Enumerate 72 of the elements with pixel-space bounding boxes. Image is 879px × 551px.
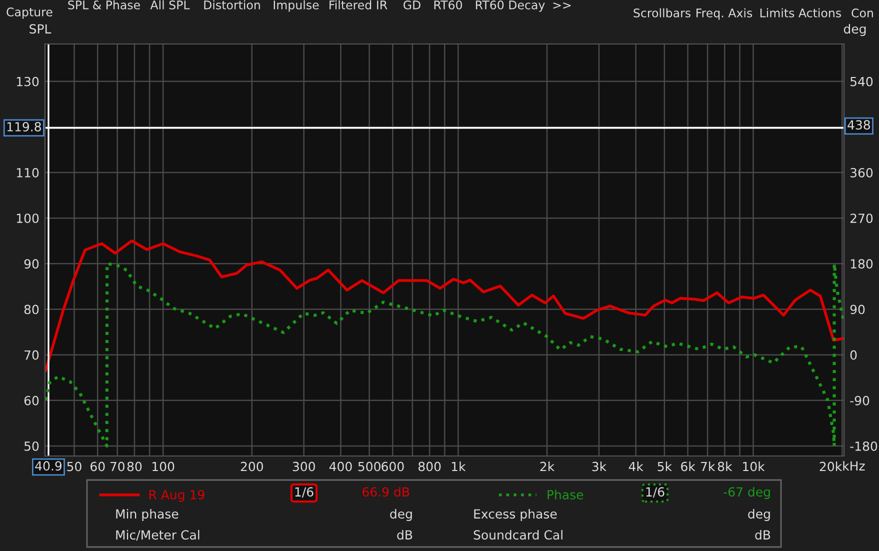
y-axis-title: SPL <box>30 24 52 34</box>
x-tick-label: 20k <box>820 462 842 472</box>
x-tick-label: 200 <box>240 462 264 472</box>
x-tick-label: 500 <box>358 462 380 472</box>
ref-line-label: 119.8 <box>7 122 41 132</box>
x-tick-label: 1k <box>452 462 466 472</box>
x-tick-label: 3k <box>592 462 607 472</box>
y-tick-label: 110 <box>16 168 39 178</box>
y-tick-label: 80 <box>24 304 39 314</box>
x-tick-label: 400 <box>329 462 352 472</box>
text: SPL & Phase <box>68 0 140 10</box>
x-tick-label: 4k <box>628 462 644 472</box>
text: deg <box>748 508 770 522</box>
text: -67 deg <box>724 486 770 500</box>
text: Con <box>852 8 873 18</box>
x-tick-label: 8k <box>718 462 732 472</box>
text: GD <box>404 0 420 10</box>
y-tick-label: 130 <box>16 76 39 86</box>
text: Filtered IR <box>330 0 388 10</box>
x-tick-label: 300 <box>292 462 315 472</box>
text: Capture <box>6 7 52 19</box>
text: 438 <box>848 120 870 130</box>
text: Excess phase <box>474 508 557 522</box>
text: All SPL <box>150 0 190 10</box>
text: Min phase <box>116 508 178 522</box>
y2-tick-label: 0 <box>850 350 857 360</box>
x-tick-label: 10k <box>743 462 765 472</box>
text: Freq. Axis <box>696 8 752 20</box>
text: Scrollbars <box>634 8 690 18</box>
text: 1/6 <box>646 487 664 498</box>
legend-label: R Aug 19 <box>149 490 204 502</box>
y2-tick-label: -180 <box>850 441 878 451</box>
x-tick-label: 50 <box>67 462 82 472</box>
text: Mic/Meter Cal <box>116 530 200 541</box>
ref-line-label: 40.9 <box>35 461 62 471</box>
x-tick-label: 60 <box>90 462 105 472</box>
text: Soundcard Cal <box>474 530 562 540</box>
text: >> <box>553 2 571 9</box>
y-tick-label: 100 <box>16 214 39 224</box>
x-axis-title: kHz <box>843 460 865 470</box>
x-tick-label: 80 <box>127 462 142 472</box>
text: Distortion <box>204 0 260 10</box>
x-tick-label: 600 <box>382 462 404 472</box>
x-tick-label: 2k <box>540 462 555 472</box>
text: 66.9 dB <box>362 486 410 497</box>
text: RT60 Decay <box>476 0 545 12</box>
text: Impulse <box>274 0 319 12</box>
x-tick-label: 6k <box>681 462 696 472</box>
x-tick-label: 800 <box>418 462 441 472</box>
y-tick-label: 70 <box>24 350 39 360</box>
text: dB <box>755 530 770 540</box>
text: RT60 <box>434 0 462 10</box>
y2-tick-label: 540 <box>850 76 873 86</box>
text: deg <box>390 508 412 522</box>
y2-tick-label: -90 <box>850 396 870 406</box>
text: 1/6 <box>295 487 314 498</box>
text: Actions <box>798 8 841 18</box>
x-tick-label: 100 <box>152 462 174 472</box>
legend-label: Phase <box>548 490 584 500</box>
y-tick-label: 50 <box>24 441 39 451</box>
y-tick-label: 60 <box>24 396 39 406</box>
text: dB <box>397 530 412 540</box>
y2-tick-label: 180 <box>850 259 873 269</box>
text: Limits <box>760 8 794 18</box>
y-tick-label: 90 <box>24 259 39 269</box>
x-tick-label: 70 <box>110 462 124 472</box>
x-tick-label: 7k <box>700 462 716 472</box>
y2-tick-label: 270 <box>850 214 873 224</box>
y2-tick-label: 360 <box>850 168 873 178</box>
y2-tick-label: 90 <box>850 304 865 314</box>
y2-axis-title: deg <box>844 24 866 36</box>
x-tick-label: 5k <box>658 462 672 472</box>
